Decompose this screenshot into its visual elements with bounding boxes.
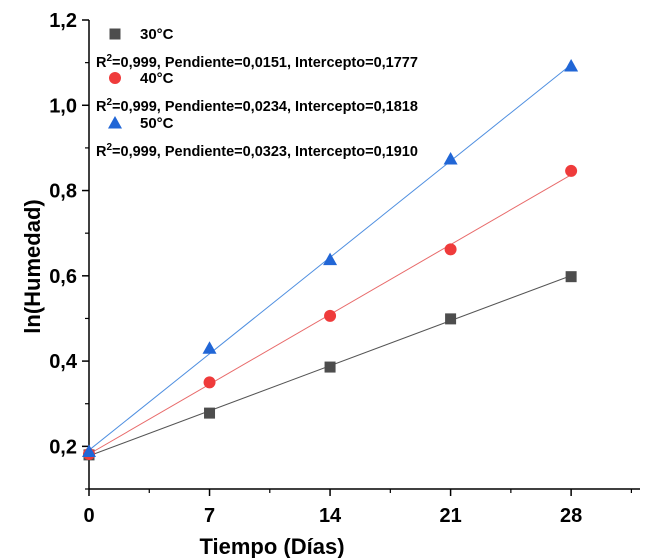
- legend-marker: [109, 72, 121, 84]
- legend-entry: 40°C R2=0,999, Pendiente=0,0234, Intercep…: [96, 70, 418, 115]
- legend-series-name: 40°C: [140, 70, 174, 87]
- x-tick-label: 0: [83, 505, 94, 527]
- x-axis-label: Tiempo (Días): [199, 534, 344, 558]
- y-tick-label: 0,2: [49, 436, 77, 458]
- point-triangle: [564, 59, 579, 72]
- y-tick-label: 0,8: [49, 181, 77, 203]
- x-tick-label: 14: [319, 505, 342, 527]
- point-triangle: [82, 444, 96, 457]
- legend-series-name: 50°C: [140, 115, 174, 132]
- point-circle: [203, 376, 216, 389]
- x-tick-label: 28: [560, 505, 582, 527]
- point-square: [445, 313, 457, 325]
- point-circle: [565, 164, 578, 177]
- x-tick-label: 7: [204, 505, 215, 527]
- y-ticks: 0,2 0,4 0,6 0,8 1,0 1,2: [49, 10, 89, 490]
- y-tick-label: 0,6: [49, 266, 77, 288]
- point-circle: [324, 309, 337, 322]
- point-triangle: [202, 341, 217, 354]
- point-square: [324, 361, 336, 373]
- x-ticks: 0 7 14 21 28: [83, 489, 632, 527]
- y-tick-label: 1,2: [49, 10, 77, 32]
- data-points: [82, 59, 579, 461]
- y-axis-label: ln(Humedad): [20, 199, 45, 333]
- legend-marker: [108, 116, 122, 129]
- point-square: [204, 407, 216, 419]
- point-square: [565, 271, 577, 283]
- legend-entry: 30°C R2=0,999, Pendiente=0,0151, Intercep…: [96, 26, 418, 71]
- legend-fit-stats: R2=0,999, Pendiente=0,0234, Intercepto=0…: [96, 97, 418, 115]
- y-tick-label: 0,4: [49, 351, 78, 373]
- point-triangle: [443, 151, 458, 165]
- legend-entry: 50°C R2=0,999, Pendiente=0,0323, Intercep…: [96, 115, 418, 160]
- x-tick-label: 21: [439, 505, 461, 527]
- legend: 30°C R2=0,999, Pendiente=0,0151, Intercep…: [96, 26, 418, 160]
- axes: [88, 20, 640, 490]
- legend-marker: [109, 28, 121, 40]
- legend-series-name: 30°C: [140, 26, 174, 43]
- legend-fit-stats: R2=0,999, Pendiente=0,0323, Intercepto=0…: [96, 142, 418, 160]
- point-triangle: [323, 252, 338, 266]
- legend-fit-stats: R2=0,999, Pendiente=0,0151, Intercepto=0…: [96, 53, 418, 71]
- y-tick-label: 1,0: [49, 95, 77, 117]
- point-circle: [444, 243, 457, 256]
